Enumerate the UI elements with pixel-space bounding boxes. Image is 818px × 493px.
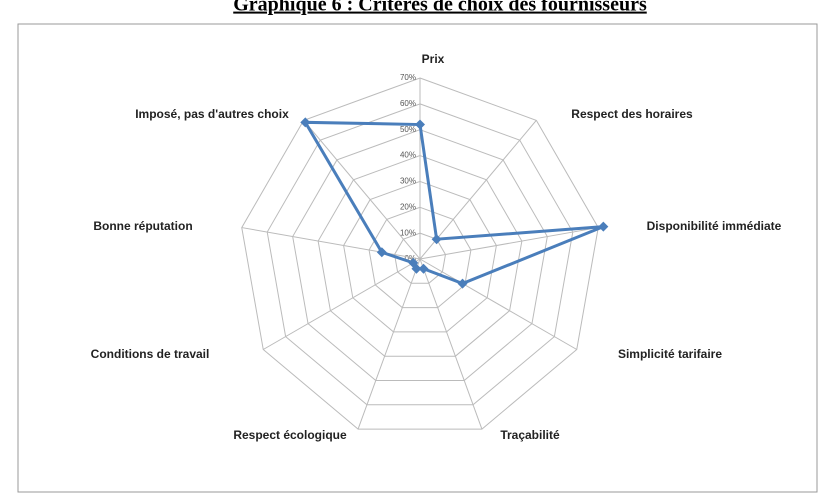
grid-ring bbox=[394, 232, 446, 284]
marker bbox=[408, 257, 419, 268]
marker bbox=[457, 278, 468, 289]
y-tick-label: 30% bbox=[400, 177, 416, 186]
category-label: Imposé, pas d'autres choix bbox=[135, 107, 289, 121]
y-tick-label: 50% bbox=[400, 125, 416, 134]
spoke bbox=[419, 227, 599, 260]
chart-frame bbox=[17, 23, 818, 493]
spoke bbox=[357, 258, 421, 430]
category-label: Conditions de travail bbox=[91, 347, 210, 361]
category-label: Traçabilité bbox=[500, 428, 560, 442]
spoke bbox=[419, 120, 537, 260]
grid-ring bbox=[317, 155, 523, 357]
spoke bbox=[303, 120, 421, 260]
category-label: Prix bbox=[422, 52, 445, 66]
marker bbox=[376, 247, 387, 258]
grid-ring bbox=[292, 129, 548, 381]
category-label: Respect des horaires bbox=[571, 107, 693, 121]
marker bbox=[300, 117, 311, 128]
marker bbox=[415, 119, 425, 130]
grid-ring bbox=[241, 77, 599, 430]
spoke bbox=[262, 258, 421, 350]
grid-ring bbox=[266, 103, 574, 406]
category-label: Simplicité tarifaire bbox=[618, 347, 722, 361]
grid-ring bbox=[343, 180, 497, 333]
marker bbox=[418, 263, 429, 274]
y-tick-label: 0% bbox=[404, 254, 416, 263]
marker bbox=[431, 234, 442, 245]
y-tick-label: 70% bbox=[400, 73, 416, 82]
category-label: Respect écologique bbox=[233, 428, 347, 442]
category-label: Disponibilité immédiate bbox=[647, 219, 782, 233]
y-tick-label: 60% bbox=[400, 99, 416, 108]
y-tick-label: 10% bbox=[400, 228, 416, 237]
chart-title: Graphique 6 : Critères de choix des four… bbox=[233, 0, 647, 16]
spoke bbox=[419, 258, 578, 350]
spoke bbox=[419, 258, 483, 430]
category-label: Bonne réputation bbox=[93, 219, 192, 233]
y-tick-label: 20% bbox=[400, 202, 416, 211]
grid-ring bbox=[368, 206, 472, 309]
marker bbox=[598, 221, 609, 232]
y-tick-label: 40% bbox=[400, 151, 416, 160]
